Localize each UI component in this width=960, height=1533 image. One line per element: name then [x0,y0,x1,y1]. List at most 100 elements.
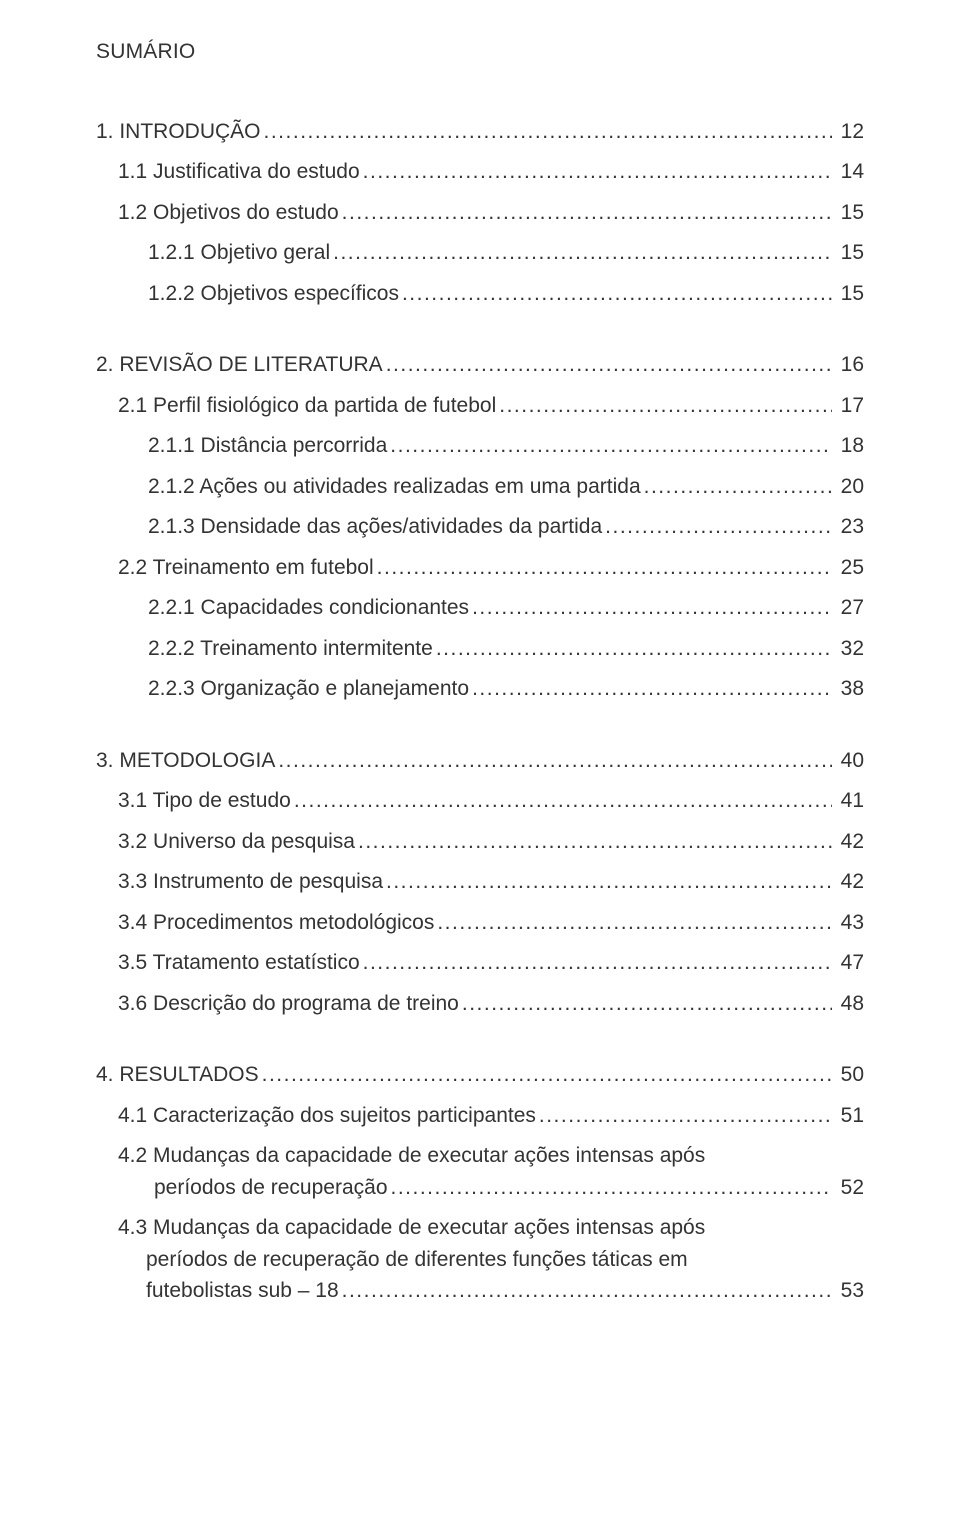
toc-page-number: 52 [832,1172,864,1204]
toc-entry-label-cont: períodos de recuperação [96,1172,391,1204]
toc-entry-label: 2.2.3 Organização e planejamento [148,673,472,705]
toc-leader-dots [436,633,832,665]
toc-page-number: 40 [832,745,864,777]
toc-entry-label: 1.1 Justificativa do estudo [118,156,363,188]
toc-page-number: 23 [832,511,864,543]
toc-entry-label: 3.4 Procedimentos metodológicos [118,907,437,939]
toc-leader-dots [377,552,832,584]
toc-page-number: 12 [832,116,864,148]
toc-leader-dots [386,349,832,381]
toc-leader-dots [402,278,832,310]
toc-section: 1. INTRODUÇÃO 12 1.1 Justificativa do estu… [96,116,864,310]
toc-entry: 2. REVISÃO DE LITERATURA 16 [96,349,864,381]
toc-page-number: 15 [832,197,864,229]
toc-entry-label: 3.1 Tipo de estudo [118,785,294,817]
toc-entry-label: 4.2 Mudanças da capacidade de executar a… [96,1140,864,1172]
toc-entry: 2.2.3 Organização e planejamento 38 [96,673,864,705]
toc-entry: 3.6 Descrição do programa de treino 48 [96,988,864,1020]
toc-leader-dots [333,237,832,269]
toc-entry: 2.1 Perfil fisiológico da partida de fut… [96,390,864,422]
toc-page-number: 32 [832,633,864,665]
toc-page-number: 47 [832,947,864,979]
toc-entry: 2.1.3 Densidade das ações/atividades da … [96,511,864,543]
table-of-contents: 1. INTRODUÇÃO 12 1.1 Justificativa do estu… [96,116,864,1307]
toc-entry-label: 1.2.2 Objetivos específicos [148,278,402,310]
toc-page-number: 43 [832,907,864,939]
toc-leader-dots [264,116,832,148]
toc-page-number: 15 [832,278,864,310]
toc-leader-dots [472,673,832,705]
toc-entry: 2.2.1 Capacidades condicionantes 27 [96,592,864,624]
toc-leader-dots [462,988,832,1020]
toc-page-number: 16 [832,349,864,381]
toc-leader-dots [294,785,832,817]
toc-entry-label: 2.2 Treinamento em futebol [118,552,377,584]
toc-entry: 3. METODOLOGIA 40 [96,745,864,777]
toc-entry-label: 4. RESULTADOS [96,1059,262,1091]
toc-page-number: 15 [832,237,864,269]
toc-entry-label: 3.3 Instrumento de pesquisa [118,866,386,898]
toc-entry: 2.2.2 Treinamento intermitente 32 [96,633,864,665]
toc-entry: 4.1 Caracterização dos sujeitos particip… [96,1100,864,1132]
toc-leader-dots [499,390,832,422]
toc-page-number: 41 [832,785,864,817]
toc-entry: 1.2 Objetivos do estudo 15 [96,197,864,229]
toc-page-number: 27 [832,592,864,624]
toc-entry-label: 3.6 Descrição do programa de treino [118,988,462,1020]
toc-page-number: 48 [832,988,864,1020]
toc-entry: 3.5 Tratamento estatístico 47 [96,947,864,979]
toc-leader-dots [605,511,832,543]
toc-page-number: 25 [832,552,864,584]
toc-leader-dots [472,592,832,624]
toc-entry-label: 3. METODOLOGIA [96,745,278,777]
toc-entry-label: 2. REVISÃO DE LITERATURA [96,349,386,381]
toc-leader-dots [390,430,832,462]
toc-leader-dots [363,947,832,979]
toc-leader-dots [342,1275,832,1307]
toc-entry: 4. RESULTADOS 50 [96,1059,864,1091]
toc-section: 3. METODOLOGIA 40 3.1 Tipo de estudo 41 3.2 … [96,745,864,1020]
toc-entry-label: 3.5 Tratamento estatístico [118,947,363,979]
toc-entry-label: 2.1.1 Distância percorrida [148,430,390,462]
toc-entry: 1.2.1 Objetivo geral15 [96,237,864,269]
toc-entry: 3.4 Procedimentos metodológicos 43 [96,907,864,939]
toc-entry-label: 2.1.2 Ações ou atividades realizadas em … [148,471,644,503]
toc-leader-dots [386,866,832,898]
toc-leader-dots [391,1172,833,1204]
toc-entry-multiline: 4.3 Mudanças da capacidade de executar a… [96,1212,864,1307]
toc-entry: 2.1.2 Ações ou atividades realizadas em … [96,471,864,503]
toc-page-number: 50 [832,1059,864,1091]
toc-leader-dots [437,907,832,939]
toc-leader-dots [539,1100,832,1132]
toc-leader-dots [358,826,832,858]
toc-leader-dots [363,156,832,188]
toc-entry-label: 2.1.3 Densidade das ações/atividades da … [148,511,605,543]
toc-leader-dots [644,471,832,503]
toc-entry: 2.1.1 Distância percorrida 18 [96,430,864,462]
toc-entry: 1. INTRODUÇÃO 12 [96,116,864,148]
toc-entry-label-cont: períodos de recuperação de diferentes fu… [96,1244,864,1276]
toc-page-number: 38 [832,673,864,705]
toc-leader-dots [342,197,832,229]
toc-page-number: 42 [832,826,864,858]
toc-page-number: 53 [832,1275,864,1307]
toc-page-number: 14 [832,156,864,188]
toc-entry-label: 2.2.1 Capacidades condicionantes [148,592,472,624]
toc-entry: 3.1 Tipo de estudo 41 [96,785,864,817]
toc-section: 4. RESULTADOS 50 4.1 Caracterização dos su… [96,1059,864,1307]
toc-leader-dots [262,1059,832,1091]
toc-page-number: 17 [832,390,864,422]
toc-entry-label: 1. INTRODUÇÃO [96,116,264,148]
toc-section: 2. REVISÃO DE LITERATURA 16 2.1 Perfil fis… [96,349,864,705]
document-title: SUMÁRIO [96,36,864,68]
toc-entry: 3.2 Universo da pesquisa 42 [96,826,864,858]
toc-entry: 1.1 Justificativa do estudo 14 [96,156,864,188]
toc-entry-label: 2.2.2 Treinamento intermitente [148,633,436,665]
toc-entry-label: 1.2 Objetivos do estudo [118,197,342,229]
toc-entry-label: 2.1 Perfil fisiológico da partida de fut… [118,390,499,422]
toc-entry: 1.2.2 Objetivos específicos 15 [96,278,864,310]
toc-entry-label: 4.1 Caracterização dos sujeitos particip… [118,1100,539,1132]
toc-page-number: 51 [832,1100,864,1132]
toc-page-number: 18 [832,430,864,462]
toc-entry-label: 3.2 Universo da pesquisa [118,826,358,858]
